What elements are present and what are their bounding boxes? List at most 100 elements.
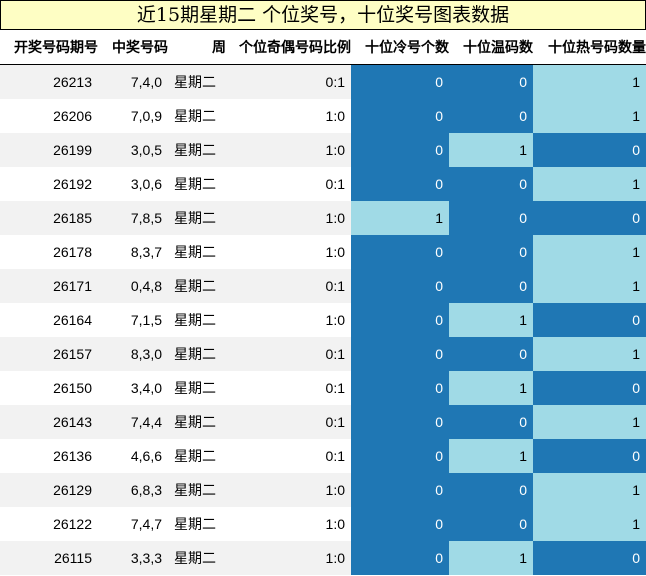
cell-hot: 1 — [533, 337, 646, 371]
cell-warm: 0 — [449, 507, 533, 541]
header-ratio: 个位奇偶号码比例 — [226, 30, 351, 65]
cell-ratio: 0:1 — [226, 337, 351, 371]
cell-cold: 0 — [351, 337, 449, 371]
cell-issue: 26171 — [0, 269, 98, 303]
cell-ratio: 1:0 — [226, 235, 351, 269]
cell-numbers: 4,6,6 — [98, 439, 168, 473]
cell-weekday: 星期二 — [168, 405, 226, 439]
cell-warm: 0 — [449, 201, 533, 235]
cell-numbers: 8,3,0 — [98, 337, 168, 371]
cell-ratio: 1:0 — [226, 473, 351, 507]
cell-weekday: 星期二 — [168, 133, 226, 167]
cell-weekday: 星期二 — [168, 507, 226, 541]
cell-hot: 1 — [533, 167, 646, 201]
cell-cold: 0 — [351, 473, 449, 507]
table-row: 26150 3,4,0 星期二 0:1 0 1 0 — [0, 371, 646, 405]
table-row: 26164 7,1,5 星期二 1:0 0 1 0 — [0, 303, 646, 337]
cell-numbers: 8,3,7 — [98, 235, 168, 269]
cell-warm: 0 — [449, 167, 533, 201]
table-row: 26143 7,4,4 星期二 0:1 0 0 1 — [0, 405, 646, 439]
cell-numbers: 7,1,5 — [98, 303, 168, 337]
header-warm: 十位温码数 — [449, 30, 533, 65]
cell-numbers: 7,4,0 — [98, 64, 168, 99]
cell-issue: 26206 — [0, 99, 98, 133]
cell-weekday: 星期二 — [168, 167, 226, 201]
cell-ratio: 1:0 — [226, 303, 351, 337]
cell-ratio: 0:1 — [226, 269, 351, 303]
table-row: 26115 3,3,3 星期二 1:0 0 1 0 — [0, 541, 646, 575]
cell-issue: 26136 — [0, 439, 98, 473]
cell-weekday: 星期二 — [168, 337, 226, 371]
cell-ratio: 1:0 — [226, 133, 351, 167]
cell-issue: 26157 — [0, 337, 98, 371]
cell-ratio: 0:1 — [226, 439, 351, 473]
header-hot: 十位热号码数量 — [533, 30, 646, 65]
cell-ratio: 0:1 — [226, 405, 351, 439]
cell-warm: 0 — [449, 64, 533, 99]
cell-weekday: 星期二 — [168, 439, 226, 473]
cell-issue: 26164 — [0, 303, 98, 337]
cell-warm: 1 — [449, 303, 533, 337]
cell-issue: 26185 — [0, 201, 98, 235]
cell-numbers: 3,4,0 — [98, 371, 168, 405]
cell-hot: 1 — [533, 473, 646, 507]
cell-numbers: 7,0,9 — [98, 99, 168, 133]
cell-ratio: 1:0 — [226, 507, 351, 541]
cell-weekday: 星期二 — [168, 473, 226, 507]
cell-cold: 0 — [351, 269, 449, 303]
cell-hot: 1 — [533, 507, 646, 541]
cell-warm: 0 — [449, 235, 533, 269]
cell-ratio: 0:1 — [226, 167, 351, 201]
cell-hot: 1 — [533, 405, 646, 439]
cell-cold: 1 — [351, 201, 449, 235]
cell-cold: 0 — [351, 541, 449, 575]
cell-weekday: 星期二 — [168, 235, 226, 269]
cell-cold: 0 — [351, 439, 449, 473]
cell-issue: 26150 — [0, 371, 98, 405]
table-row: 26129 6,8,3 星期二 1:0 0 0 1 — [0, 473, 646, 507]
cell-issue: 26143 — [0, 405, 98, 439]
header-weekday: 周 — [168, 30, 226, 65]
table-row: 26185 7,8,5 星期二 1:0 1 0 0 — [0, 201, 646, 235]
cell-cold: 0 — [351, 303, 449, 337]
cell-numbers: 3,0,6 — [98, 167, 168, 201]
cell-ratio: 0:1 — [226, 64, 351, 99]
cell-warm: 0 — [449, 405, 533, 439]
cell-warm: 1 — [449, 133, 533, 167]
cell-cold: 0 — [351, 235, 449, 269]
table-row: 26199 3,0,5 星期二 1:0 0 1 0 — [0, 133, 646, 167]
cell-ratio: 1:0 — [226, 541, 351, 575]
cell-warm: 1 — [449, 371, 533, 405]
cell-warm: 0 — [449, 337, 533, 371]
cell-numbers: 0,4,8 — [98, 269, 168, 303]
cell-numbers: 3,3,3 — [98, 541, 168, 575]
table-row: 26213 7,4,0 星期二 0:1 0 0 1 — [0, 64, 646, 99]
cell-ratio: 0:1 — [226, 371, 351, 405]
cell-cold: 0 — [351, 405, 449, 439]
cell-ratio: 1:0 — [226, 99, 351, 133]
header-numbers: 中奖号码 — [98, 30, 168, 65]
cell-issue: 26129 — [0, 473, 98, 507]
cell-cold: 0 — [351, 64, 449, 99]
cell-warm: 1 — [449, 439, 533, 473]
cell-hot: 0 — [533, 439, 646, 473]
cell-hot: 0 — [533, 201, 646, 235]
cell-hot: 1 — [533, 99, 646, 133]
cell-issue: 26115 — [0, 541, 98, 575]
cell-hot: 0 — [533, 541, 646, 575]
cell-ratio: 1:0 — [226, 201, 351, 235]
header-cold: 十位冷号个数 — [351, 30, 449, 65]
header-issue: 开奖号码期号 — [0, 30, 98, 65]
cell-hot: 1 — [533, 269, 646, 303]
cell-cold: 0 — [351, 133, 449, 167]
cell-weekday: 星期二 — [168, 99, 226, 133]
cell-cold: 0 — [351, 99, 449, 133]
cell-hot: 0 — [533, 303, 646, 337]
cell-cold: 0 — [351, 371, 449, 405]
table-row: 26157 8,3,0 星期二 0:1 0 0 1 — [0, 337, 646, 371]
cell-weekday: 星期二 — [168, 64, 226, 99]
cell-issue: 26199 — [0, 133, 98, 167]
lottery-data-table: 开奖号码期号 中奖号码 周 个位奇偶号码比例 十位冷号个数 十位温码数 十位热号… — [0, 30, 646, 575]
page-title: 近15期星期二 个位奖号，十位奖号图表数据 — [0, 0, 646, 30]
cell-cold: 0 — [351, 167, 449, 201]
